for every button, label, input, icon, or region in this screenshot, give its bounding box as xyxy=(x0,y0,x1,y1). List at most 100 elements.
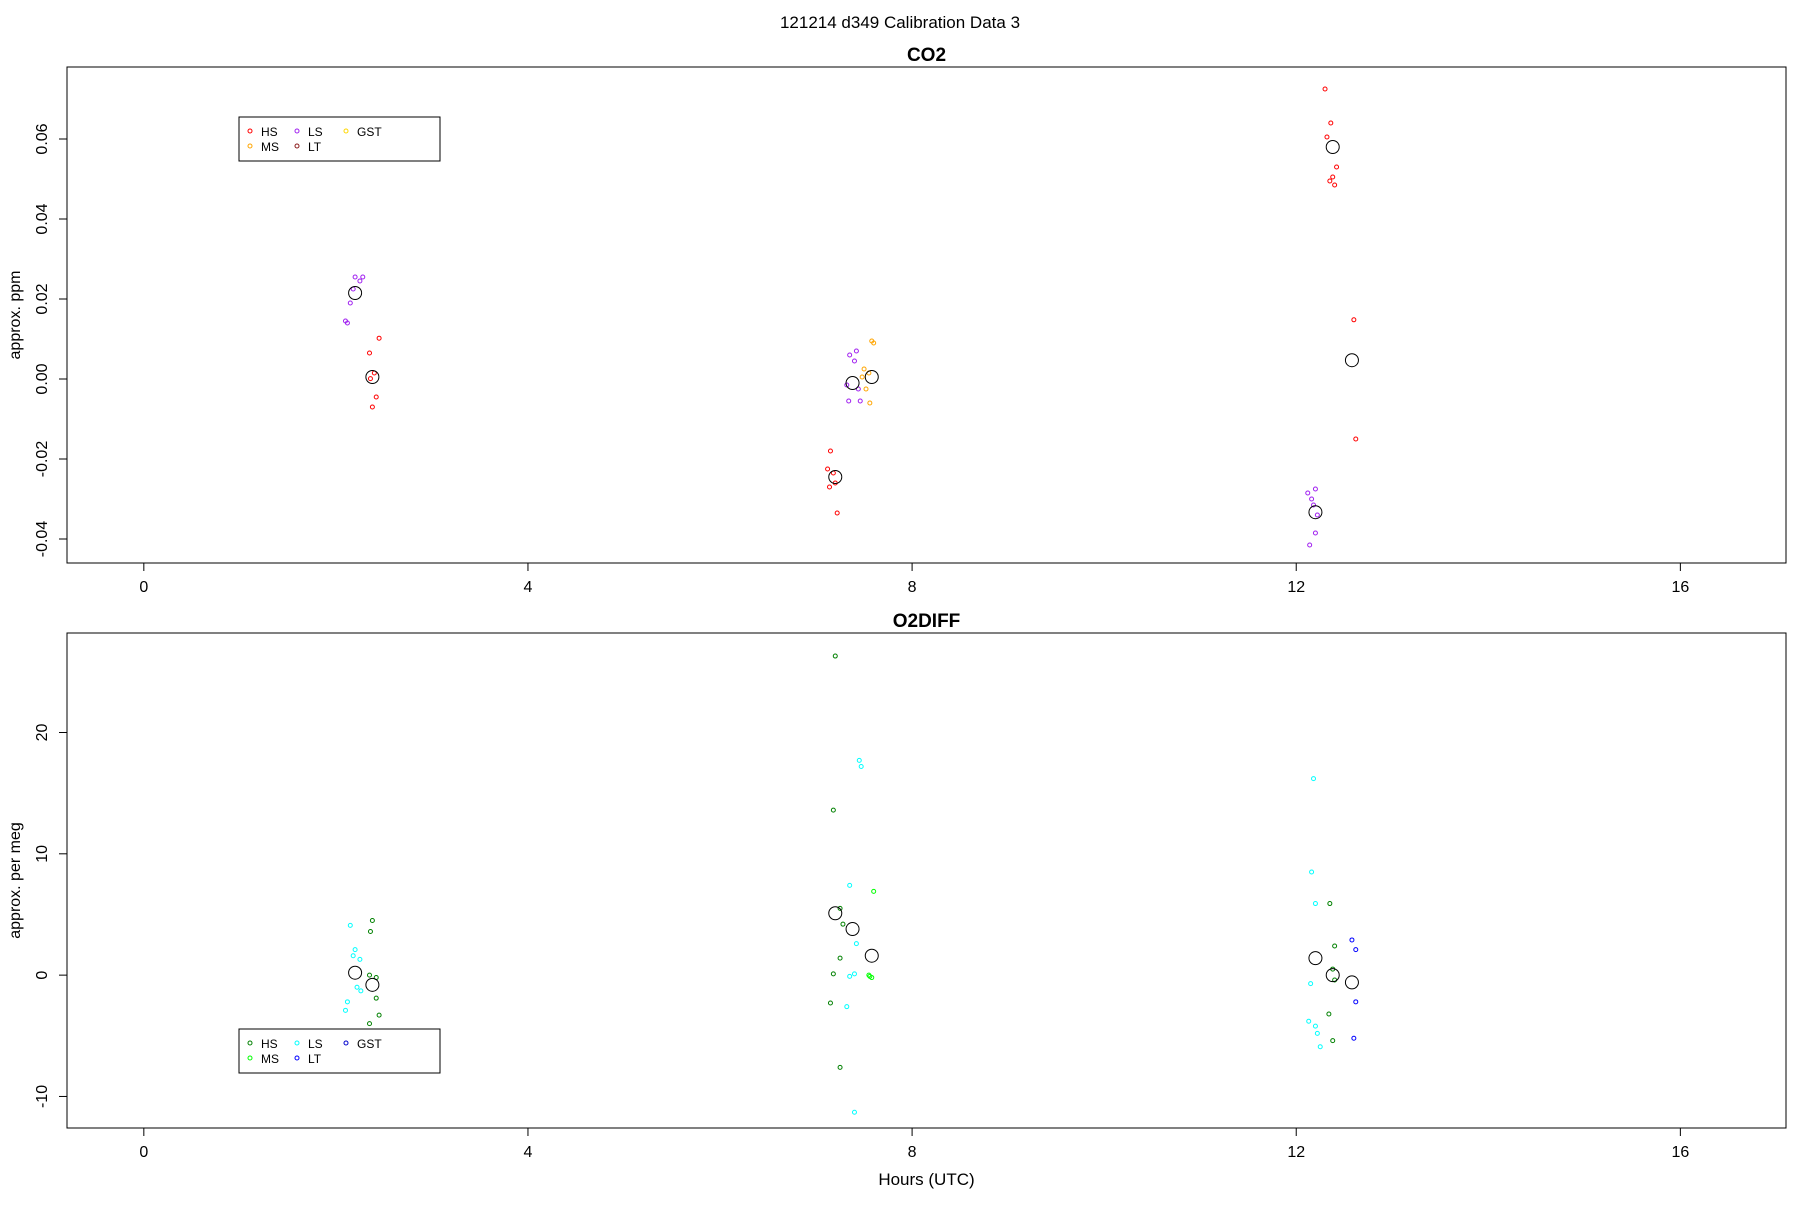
mean-marker xyxy=(864,370,879,384)
mean-marker xyxy=(348,286,363,300)
y-tick-label: -0.04 xyxy=(34,521,51,558)
mean-marker xyxy=(828,906,843,921)
data-point-hs xyxy=(837,955,843,961)
data-point-hs xyxy=(367,928,373,934)
data-point-ls xyxy=(1309,496,1315,502)
legend-marker-ls xyxy=(294,128,300,134)
data-point-ls xyxy=(847,973,853,979)
legend-label-ls: LS xyxy=(308,125,323,139)
data-point-hs xyxy=(832,653,838,659)
data-point-hs xyxy=(376,1012,382,1018)
data-point-hs xyxy=(373,394,379,400)
x-tick-label: 4 xyxy=(524,579,533,596)
x-tick-label: 8 xyxy=(908,1144,917,1161)
data-point-hs xyxy=(830,807,836,813)
data-point-hs xyxy=(1330,174,1336,180)
data-point-ls xyxy=(851,971,857,977)
data-point-ls xyxy=(851,358,857,364)
legend-marker-lt xyxy=(294,1055,300,1061)
data-point-hs xyxy=(1328,120,1334,126)
legend-label-hs: HS xyxy=(261,125,278,139)
legend-marker-hs xyxy=(247,128,253,134)
data-point-hs xyxy=(1327,178,1333,184)
data-point-hs xyxy=(1353,436,1359,442)
y-axis-label: approx. per meg xyxy=(7,822,24,939)
data-point-hs xyxy=(1326,1011,1332,1017)
mean-marker xyxy=(864,948,879,963)
data-point-hs xyxy=(1332,943,1338,949)
mean-marker xyxy=(1308,951,1323,966)
data-point-ms xyxy=(867,400,873,406)
legend-box xyxy=(238,1028,441,1074)
data-point-ls xyxy=(1307,542,1313,548)
data-point-hs xyxy=(827,484,833,490)
y-axis-label: approx. ppm xyxy=(7,271,24,360)
o2diff-panel: O2DIFF 0 4 8 12 16 -10 0 10 20 approx. per meg Hour… xyxy=(7,611,1787,1189)
mean-marker xyxy=(828,470,843,484)
mean-marker xyxy=(1325,140,1340,154)
x-axis-label: Hours (UTC) xyxy=(878,1170,974,1189)
legend-marker-gst xyxy=(343,128,349,134)
y-tick-label: 0.04 xyxy=(34,203,51,234)
data-point-ls xyxy=(858,763,864,769)
data-point-ls xyxy=(342,1007,348,1013)
mean-marker xyxy=(1325,968,1340,983)
data-point-ls xyxy=(844,1004,850,1010)
data-point-hs xyxy=(1351,317,1357,323)
x-tick-label: 0 xyxy=(139,1144,148,1161)
figure-title: 121214 d349 Calibration Data 3 xyxy=(780,13,1020,32)
data-point-hs xyxy=(1330,1038,1336,1044)
mean-marker xyxy=(365,370,380,384)
data-point-ms xyxy=(871,340,877,346)
x-tick-label: 8 xyxy=(908,579,917,596)
legend-label-ms: MS xyxy=(261,140,279,154)
data-point-ls xyxy=(853,941,859,947)
data-point-ls xyxy=(350,953,356,959)
data-point-hs xyxy=(367,376,373,382)
data-point-ls xyxy=(1314,512,1320,518)
data-point-ls xyxy=(344,320,350,326)
legend-box xyxy=(238,116,441,162)
data-point-lt xyxy=(1349,937,1355,943)
data-point-ls xyxy=(1306,1018,1312,1024)
data-point-lt xyxy=(1351,1035,1357,1041)
mean-marker xyxy=(365,977,380,992)
data-point-ls xyxy=(347,922,353,928)
data-point-ls xyxy=(1312,1023,1318,1029)
y-tick-label: 0.06 xyxy=(34,123,51,154)
data-point-hs xyxy=(1324,134,1330,140)
data-point-ls xyxy=(1311,776,1317,782)
x-tick-label: 0 xyxy=(139,579,148,596)
data-point-ms xyxy=(861,366,867,372)
data-point-hs xyxy=(827,1000,833,1006)
panel-title: O2DIFF xyxy=(893,611,961,632)
data-point-hs xyxy=(369,918,375,924)
mean-marker xyxy=(348,965,363,980)
co2-panel: CO2 0 4 8 12 16 -0.04 -0.02 0.00 0.02 0.04 0.06 appr… xyxy=(7,45,1787,596)
legend-marker-lt xyxy=(294,143,300,149)
mean-marker xyxy=(845,376,860,390)
data-point-hs xyxy=(1322,86,1328,92)
data-point-ls xyxy=(354,984,360,990)
data-point-hs xyxy=(837,1064,843,1070)
data-point-ms xyxy=(859,374,865,380)
legend-label-gst: GST xyxy=(357,125,382,139)
data-point-lt xyxy=(1353,999,1359,1005)
x-tick-label: 16 xyxy=(1671,1144,1689,1161)
data-point-ls xyxy=(352,274,358,280)
legend-marker-ms xyxy=(247,143,253,149)
legend-label-gst: GST xyxy=(357,1037,382,1051)
legend-marker-ls xyxy=(294,1040,300,1046)
legend-label-ms: MS xyxy=(261,1052,279,1066)
data-point-hs xyxy=(367,350,373,356)
data-point-hs xyxy=(840,921,846,927)
data-point-hs xyxy=(834,510,840,516)
data-point-ls xyxy=(1312,530,1318,536)
x-tick-label: 16 xyxy=(1671,579,1689,596)
data-point-hs xyxy=(837,905,843,911)
mean-marker xyxy=(1308,505,1323,520)
data-point-ls xyxy=(1312,486,1318,492)
data-point-ls xyxy=(344,999,350,1005)
